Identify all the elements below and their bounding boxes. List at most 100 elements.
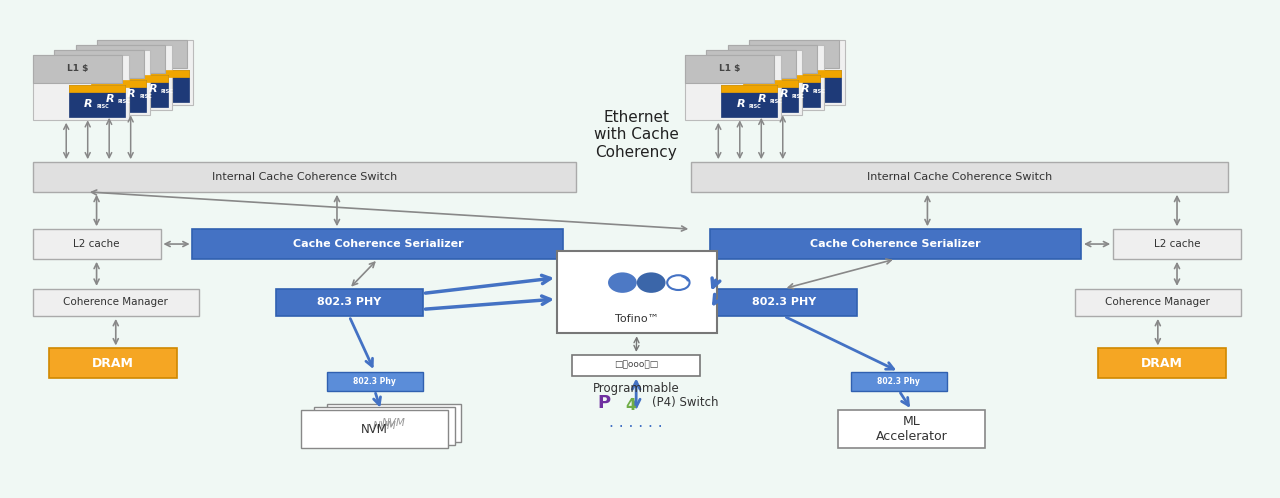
Text: L1 $: L1 $	[762, 55, 783, 64]
Bar	[710, 289, 858, 316]
Text: 802.3 PHY: 802.3 PHY	[751, 297, 815, 307]
Bar	[33, 55, 128, 120]
Text: R: R	[736, 99, 745, 109]
Text: Ethernet
with Cache
Coherency: Ethernet with Cache Coherency	[594, 110, 678, 160]
Text: L2 cache: L2 cache	[1153, 239, 1201, 249]
Text: RISC: RISC	[749, 104, 760, 109]
Text: L1 $: L1 $	[67, 64, 88, 74]
Bar	[557, 251, 717, 334]
Text: Internal Cache Coherence Switch: Internal Cache Coherence Switch	[867, 172, 1052, 182]
Text: (P4) Switch: (P4) Switch	[652, 396, 718, 409]
Bar	[786, 70, 841, 103]
Bar	[192, 229, 563, 259]
Text: 4: 4	[626, 398, 636, 413]
Bar	[326, 372, 422, 390]
Text: Cache Coherence Serializer: Cache Coherence Serializer	[810, 239, 980, 249]
Text: NVM: NVM	[372, 421, 397, 431]
Text: RISC: RISC	[96, 104, 109, 109]
Text: R: R	[127, 89, 136, 99]
Bar	[76, 45, 165, 73]
Bar	[275, 289, 422, 316]
Text: L1 $: L1 $	[110, 55, 131, 64]
Ellipse shape	[637, 272, 666, 293]
Bar	[749, 40, 845, 105]
Text: L1 $: L1 $	[740, 60, 762, 69]
Bar	[786, 70, 841, 77]
Bar	[707, 50, 796, 78]
Text: R: R	[780, 89, 788, 99]
Text: NVM: NVM	[361, 422, 388, 436]
Text: Tofino™: Tofino™	[614, 314, 659, 324]
Text: RISC: RISC	[791, 94, 804, 99]
Text: L1 $: L1 $	[131, 50, 152, 59]
Bar	[54, 50, 150, 115]
Bar	[76, 45, 172, 110]
Bar	[54, 50, 143, 78]
Text: Cache Coherence Serializer: Cache Coherence Serializer	[293, 239, 463, 249]
Bar	[33, 229, 160, 259]
Circle shape	[685, 278, 689, 279]
Bar	[742, 80, 799, 113]
Bar	[91, 80, 146, 113]
Bar	[764, 75, 819, 108]
Bar	[764, 75, 819, 82]
Text: P: P	[598, 394, 611, 412]
Text: R: R	[758, 94, 767, 104]
Bar	[91, 80, 146, 87]
Bar	[69, 85, 124, 92]
Text: R: R	[148, 84, 157, 94]
Text: R: R	[84, 99, 93, 109]
Ellipse shape	[608, 272, 637, 293]
Text: 802.3 PHY: 802.3 PHY	[317, 297, 381, 307]
Bar	[1075, 289, 1240, 316]
Bar	[691, 162, 1229, 192]
Bar	[572, 355, 700, 375]
Text: Coherence Manager: Coherence Manager	[1106, 297, 1211, 307]
Bar	[97, 40, 187, 68]
Bar	[133, 70, 189, 77]
Bar	[33, 55, 122, 83]
Bar	[314, 407, 454, 445]
Circle shape	[686, 280, 690, 281]
Bar	[728, 45, 817, 73]
Text: DRAM: DRAM	[92, 357, 134, 370]
Text: NVM: NVM	[381, 418, 406, 428]
Text: DRAM: DRAM	[1140, 357, 1183, 370]
Text: RISC: RISC	[769, 99, 782, 104]
Bar	[301, 410, 448, 448]
Bar	[113, 75, 168, 82]
Text: L1 $: L1 $	[719, 64, 740, 74]
Text: RISC: RISC	[118, 99, 131, 104]
Bar	[69, 85, 124, 118]
Bar	[721, 85, 777, 118]
Text: · · · · · ·: · · · · · ·	[609, 420, 663, 435]
Circle shape	[684, 277, 687, 278]
Text: R: R	[801, 84, 809, 94]
Bar	[721, 85, 777, 92]
Text: RISC: RISC	[813, 89, 826, 94]
Bar	[326, 404, 461, 442]
Bar	[710, 229, 1082, 259]
Bar	[707, 50, 803, 115]
Text: R: R	[106, 94, 114, 104]
Text: RISC: RISC	[140, 94, 152, 99]
Bar	[685, 55, 781, 120]
Circle shape	[681, 276, 685, 277]
Text: RISC: RISC	[160, 89, 173, 94]
Circle shape	[686, 279, 690, 280]
Bar	[851, 372, 947, 390]
Bar	[33, 162, 576, 192]
Text: Programmable: Programmable	[593, 381, 680, 394]
Text: L2 cache: L2 cache	[73, 239, 120, 249]
Text: L1 $: L1 $	[783, 50, 805, 59]
Text: ML
Accelerator: ML Accelerator	[876, 415, 947, 443]
Bar	[749, 40, 838, 68]
Bar	[728, 45, 823, 110]
Bar	[838, 410, 986, 448]
Text: Coherence Manager: Coherence Manager	[63, 297, 168, 307]
Text: 802.3 Phy: 802.3 Phy	[353, 376, 396, 385]
Text: L1 $: L1 $	[88, 60, 110, 69]
Bar	[113, 75, 168, 108]
Bar	[1114, 229, 1240, 259]
Bar	[97, 40, 193, 105]
